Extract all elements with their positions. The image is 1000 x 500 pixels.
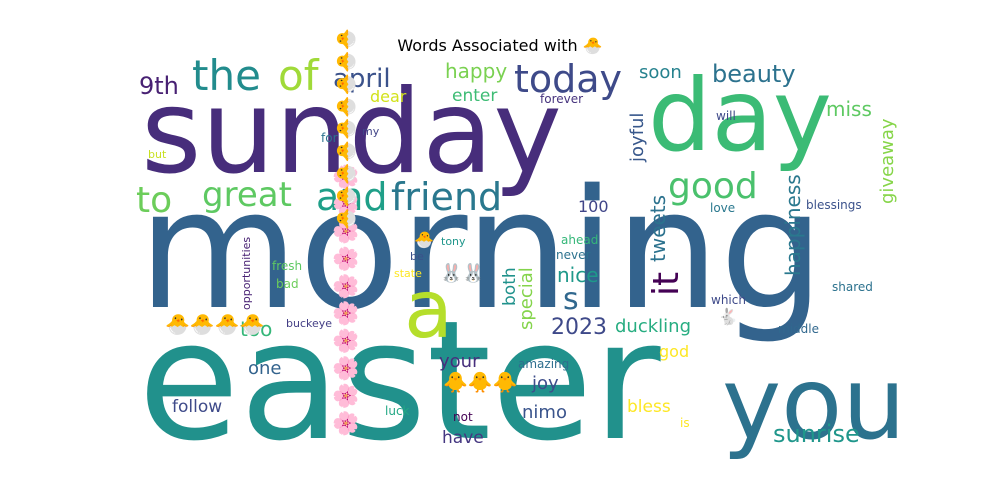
- word-5: a: [404, 263, 453, 356]
- word-9: good: [668, 166, 758, 207]
- word-61: my: [362, 125, 380, 138]
- word-35: one: [248, 358, 282, 379]
- word-67: 🌸🌸🌸🌸🌸🌸🌸🌸🌸🌸: [333, 163, 359, 437]
- word-62: but: [148, 148, 167, 161]
- word-45: love: [710, 201, 735, 215]
- word-41: have: [442, 428, 484, 448]
- word-15: s: [563, 282, 579, 317]
- word-20: soon: [639, 62, 682, 83]
- word-21: miss: [826, 97, 872, 121]
- word-33: both: [500, 267, 520, 306]
- word-46: shared: [832, 280, 873, 294]
- word-0: morning: [138, 154, 824, 346]
- word-72: 🐣: [414, 230, 434, 249]
- word-2: sunday: [141, 65, 562, 200]
- word-42: follow: [172, 397, 222, 417]
- word-57: bad: [276, 277, 299, 291]
- word-26: happiness: [781, 174, 805, 276]
- word-1: easter: [138, 285, 661, 477]
- word-69: 🐣🐣🐣🐣: [165, 312, 265, 336]
- word-36: your: [439, 351, 480, 372]
- word-28: sunrise: [773, 420, 860, 448]
- word-66: is: [680, 416, 690, 430]
- word-65: not: [453, 410, 473, 424]
- word-59: opportunities: [240, 237, 253, 310]
- word-23: dear: [370, 87, 407, 106]
- word-3: day: [648, 57, 832, 174]
- word-10: friend: [391, 175, 502, 219]
- word-27: tweets: [646, 195, 670, 262]
- word-32: special: [516, 267, 537, 330]
- word-14: it: [646, 272, 687, 296]
- word-7: the: [192, 51, 261, 100]
- word-24: joyful: [627, 113, 648, 163]
- word-11: and: [316, 175, 388, 219]
- word-30: duckling: [615, 316, 691, 337]
- word-16: april: [333, 64, 391, 94]
- word-55: state: [394, 267, 422, 280]
- word-63: amazing: [518, 357, 569, 371]
- word-31: nice: [557, 263, 599, 287]
- word-40: god: [659, 342, 689, 361]
- word-25: giveaway: [877, 118, 898, 204]
- word-38: nimo: [522, 402, 567, 423]
- word-34: too: [240, 317, 272, 341]
- word-39: bless: [627, 397, 671, 417]
- word-64: luck: [385, 404, 410, 418]
- word-73: 🐇: [718, 307, 738, 326]
- word-53: tony: [441, 235, 466, 248]
- word-22: enter: [452, 86, 497, 106]
- word-56: fresh: [272, 259, 302, 273]
- word-13: to: [136, 180, 172, 221]
- word-12: great: [202, 175, 292, 215]
- chart-title: Words Associated with 🐣: [397, 36, 603, 55]
- word-44: blessings: [806, 198, 862, 212]
- word-68: 🐣🐣🐣🐣🐣🐣🐣🐣🐣: [335, 28, 357, 230]
- word-43: 100: [578, 197, 609, 216]
- word-51: ahead: [561, 233, 598, 247]
- word-4: you: [722, 345, 906, 462]
- word-8: of: [278, 51, 320, 100]
- word-47: middle: [778, 322, 819, 336]
- word-54: be: [410, 250, 424, 263]
- word-60: for: [321, 131, 338, 145]
- word-50: forever: [540, 92, 583, 106]
- word-58: buckeye: [286, 317, 332, 330]
- word-6: today: [514, 57, 622, 101]
- word-70: 🐥🐥🐥: [443, 370, 518, 394]
- word-18: beauty: [712, 60, 796, 88]
- word-71: 🐰🐰: [440, 262, 485, 284]
- word-48: which: [711, 293, 746, 307]
- word-49: will: [716, 109, 736, 123]
- word-19: happy: [445, 59, 507, 83]
- word-29: 2023: [551, 315, 607, 340]
- word-52: never: [556, 248, 590, 262]
- word-37: joy: [531, 373, 559, 394]
- word-17: 9th: [139, 72, 179, 100]
